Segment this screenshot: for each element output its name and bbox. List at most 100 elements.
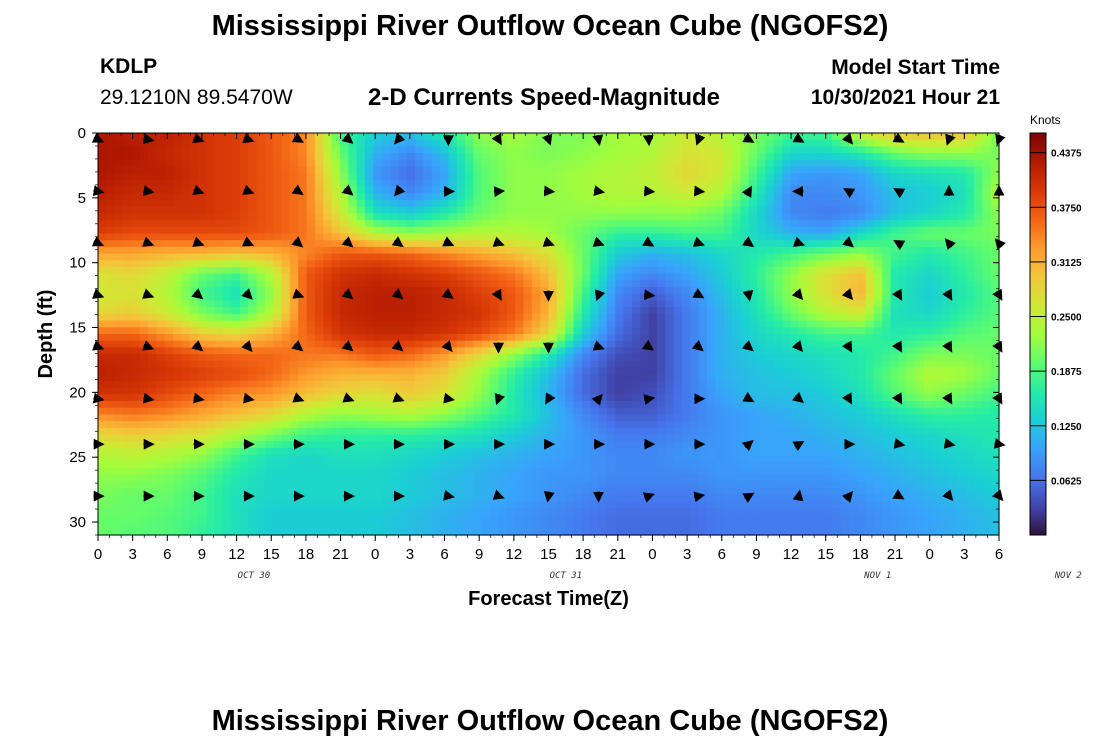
heatmap-cell: [389, 414, 399, 422]
heatmap-cell: [389, 307, 399, 315]
heatmap-cell: [339, 320, 349, 328]
heatmap-cell: [106, 414, 116, 422]
heatmap-cell: [773, 394, 783, 402]
heatmap-cell: [807, 206, 817, 214]
heatmap-cell: [231, 233, 241, 241]
heatmap-cell: [932, 427, 942, 436]
heatmap-cell: [381, 320, 391, 328]
heatmap-cell: [481, 313, 491, 322]
heatmap-cell: [590, 293, 600, 302]
heatmap-cell: [273, 186, 283, 194]
heatmap-cell: [757, 414, 766, 422]
heatmap-cell: [673, 146, 683, 154]
heatmap-cell: [773, 273, 783, 281]
heatmap-cell: [314, 414, 324, 422]
heatmap-cell: [948, 246, 958, 255]
heatmap-cell: [615, 434, 625, 442]
heatmap-cell: [748, 166, 758, 174]
heatmap-cell: [356, 367, 366, 375]
heatmap-cell: [848, 166, 858, 174]
heatmap-cell: [540, 380, 550, 389]
heatmap-cell: [615, 159, 625, 168]
heatmap-cell: [331, 334, 341, 342]
heatmap-cell: [656, 186, 666, 194]
heatmap-cell: [915, 300, 925, 308]
heatmap-cell: [707, 434, 716, 442]
heatmap-cell: [114, 313, 124, 322]
heatmap-cell: [823, 146, 833, 154]
heatmap-cell: [131, 401, 141, 409]
heatmap-cell: [865, 260, 875, 268]
heatmap-cell: [832, 347, 842, 355]
heatmap-cell: [114, 233, 124, 241]
heatmap-cell: [298, 206, 308, 214]
heatmap-cell: [373, 246, 383, 255]
heatmap-cell: [548, 159, 558, 168]
heatmap-cell: [907, 394, 917, 402]
heatmap-cell: [356, 287, 366, 295]
heatmap-cell: [932, 327, 942, 335]
heatmap-cell: [765, 387, 775, 395]
heatmap-cell: [231, 200, 241, 208]
heatmap-cell: [214, 380, 224, 389]
heatmap-cell: [481, 280, 491, 288]
heatmap-cell: [256, 179, 266, 188]
heatmap-cell: [206, 153, 216, 161]
heatmap-cell: [665, 267, 675, 275]
heatmap-cell: [923, 334, 933, 342]
heatmap-cell: [156, 280, 166, 288]
heatmap-cell: [840, 334, 850, 342]
heatmap-cell: [239, 246, 249, 255]
heatmap-cell: [431, 414, 441, 422]
heatmap-cell: [423, 273, 433, 281]
heatmap-cell: [656, 307, 666, 315]
heatmap-cell: [590, 380, 600, 389]
heatmap-cell: [506, 387, 516, 395]
heatmap-cell: [398, 407, 408, 415]
heatmap-cell: [673, 347, 683, 355]
heatmap-cell: [264, 280, 274, 288]
heatmap-cell: [740, 233, 750, 241]
heatmap-cell: [832, 367, 842, 375]
heatmap-cell: [298, 253, 308, 261]
heatmap-cell: [515, 267, 525, 275]
heatmap-cell: [189, 347, 199, 355]
heatmap-cell: [923, 206, 933, 214]
heatmap-cell: [807, 380, 817, 389]
heatmap-cell: [348, 287, 358, 295]
heatmap-cell: [356, 394, 366, 402]
heatmap-cell: [223, 267, 233, 275]
heatmap-cell: [248, 146, 258, 154]
heatmap-cell: [765, 153, 775, 161]
heatmap-cell: [323, 233, 333, 241]
heatmap-cell: [440, 300, 449, 308]
heatmap-cell: [456, 133, 466, 141]
heatmap-cell: [631, 407, 641, 415]
heatmap-cell: [248, 327, 258, 335]
heatmap-cell: [356, 354, 366, 362]
heatmap-cell: [173, 300, 183, 308]
heatmap-cell: [548, 193, 558, 201]
heatmap-cell: [98, 354, 107, 362]
heatmap-cell: [481, 401, 491, 409]
heatmap-cell: [214, 206, 224, 214]
heatmap-cell: [548, 401, 558, 409]
heatmap-cell: [273, 233, 283, 241]
heatmap-cell: [807, 334, 817, 342]
heatmap-cell: [381, 347, 391, 355]
heatmap-cell: [131, 153, 141, 161]
heatmap-cell: [123, 173, 132, 181]
heatmap-cell: [932, 380, 942, 389]
heatmap-cell: [765, 313, 775, 322]
heatmap-cell: [798, 179, 808, 188]
heatmap-cell: [348, 220, 358, 228]
heatmap-cell: [681, 139, 691, 147]
heatmap-cell: [531, 414, 541, 422]
heatmap-cell: [873, 233, 883, 241]
heatmap-cell: [907, 246, 917, 255]
heatmap-cell: [648, 179, 658, 188]
heatmap-cell: [114, 240, 124, 248]
heatmap-cell: [732, 133, 741, 141]
heatmap-cell: [665, 159, 675, 168]
heatmap-cell: [523, 387, 533, 395]
